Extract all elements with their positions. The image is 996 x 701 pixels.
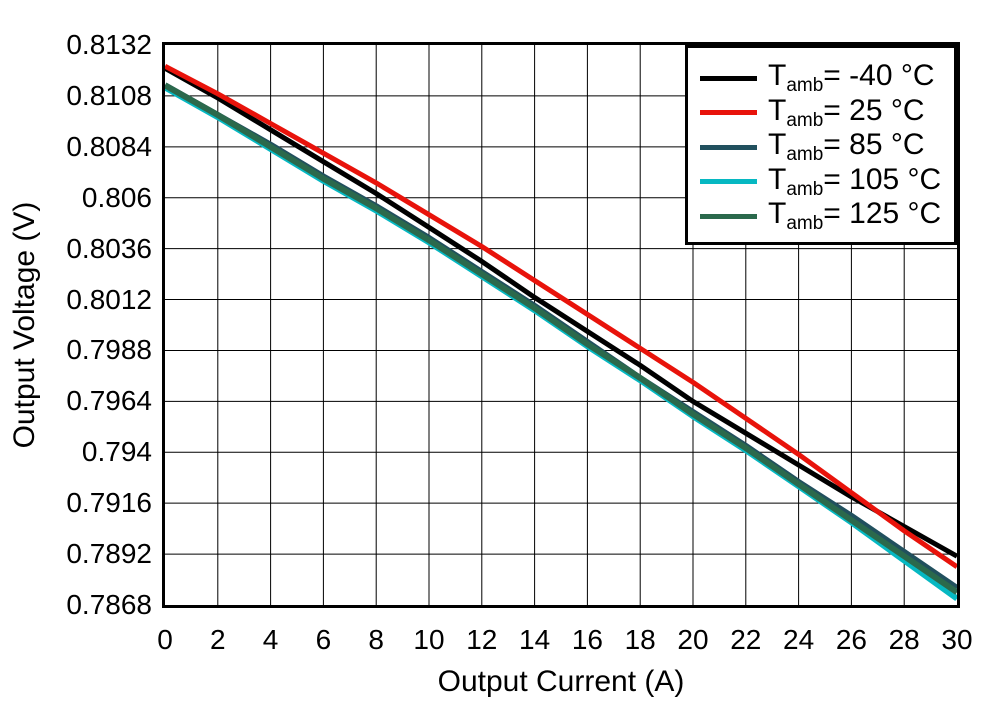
x-tick-label: 28 (888, 624, 920, 655)
legend-label-symbol: T (768, 197, 787, 231)
legend-label-value: = 125 °C (823, 197, 942, 231)
x-tick-label: 10 (413, 624, 445, 655)
legend-item: Tamb= -40 °C (700, 61, 954, 96)
legend-item: Tamb= 105 °C (700, 162, 954, 200)
legend-label: Tamb= 25 °C (768, 93, 925, 131)
legend-label-value: = 25 °C (823, 93, 925, 127)
x-tick-label: 14 (519, 624, 551, 655)
legend-label-subscript: amb (786, 109, 824, 131)
legend-line-swatch (700, 75, 757, 81)
y-tick-label: 0.7964 (66, 385, 152, 417)
y-tick-label: 0.8132 (66, 29, 152, 60)
y-tick-label: 0.7892 (66, 538, 152, 570)
legend-item: Tamb= 25 °C (700, 93, 954, 131)
legend-label-subscript: amb (786, 144, 824, 166)
x-tick-label: 18 (624, 624, 656, 655)
y-tick-label: 0.8108 (66, 79, 152, 111)
legend-label-subscript: amb (786, 75, 824, 97)
legend-item: Tamb= 125 °C (700, 199, 954, 234)
y-tick-label: 0.7988 (66, 334, 152, 366)
plot-canvas (165, 45, 957, 605)
legend-label-symbol: T (768, 59, 787, 93)
y-tick-label: 0.8012 (66, 283, 152, 315)
series-line-tamb-125-c (165, 82, 957, 595)
legend-label: Tamb= 105 °C (768, 162, 942, 200)
x-tick-label: 16 (571, 624, 603, 655)
y-tick-label: 0.7916 (66, 487, 152, 519)
legend-label: Tamb= -40 °C (768, 59, 935, 97)
x-tick-label: 0 (157, 624, 173, 655)
y-tick-label: 0.8084 (66, 130, 152, 162)
legend-line-swatch (700, 144, 757, 150)
y-tick-label: 0.794 (81, 436, 152, 468)
x-tick-label: 24 (783, 624, 815, 655)
y-tick-label: 0.806 (81, 181, 152, 213)
x-tick-label: 30 (941, 624, 973, 655)
y-tick-label: 0.7868 (66, 589, 152, 620)
legend-line-swatch (700, 213, 757, 219)
x-tick-label: 2 (210, 624, 226, 655)
legend-label-value: = 85 °C (823, 128, 925, 162)
x-tick-label: 12 (466, 624, 498, 655)
legend-label-symbol: T (768, 162, 787, 196)
x-tick-label: 8 (368, 624, 384, 655)
legend-label-value: = 105 °C (823, 162, 942, 196)
legend-label-subscript: amb (786, 178, 824, 200)
legend-label-subscript: amb (786, 213, 824, 235)
x-tick-label: 6 (315, 624, 332, 655)
legend-line-swatch (700, 110, 757, 116)
series-line-tamb-25-c (165, 63, 957, 569)
x-tick-label: 20 (677, 624, 709, 655)
x-tick-label: 4 (262, 624, 279, 655)
legend: Tamb= -40 °C Tamb= 25 °C Tamb= 85 °C Tamb= … (685, 45, 957, 245)
x-tick-label: 22 (730, 624, 762, 655)
legend-label-value: = -40 °C (823, 59, 935, 93)
x-tick-label: 26 (835, 624, 867, 655)
legend-label-symbol: T (768, 128, 787, 162)
legend-line-swatch (700, 179, 757, 185)
legend-label-symbol: T (768, 93, 787, 127)
x-axis-title: Output Current (A) (437, 665, 685, 698)
legend-label: Tamb= 85 °C (768, 128, 925, 166)
legend-item: Tamb= 85 °C (700, 130, 954, 165)
legend-label: Tamb= 125 °C (768, 197, 942, 235)
y-tick-label: 0.8036 (66, 232, 152, 264)
series-line-tamb--40-c (165, 66, 957, 559)
